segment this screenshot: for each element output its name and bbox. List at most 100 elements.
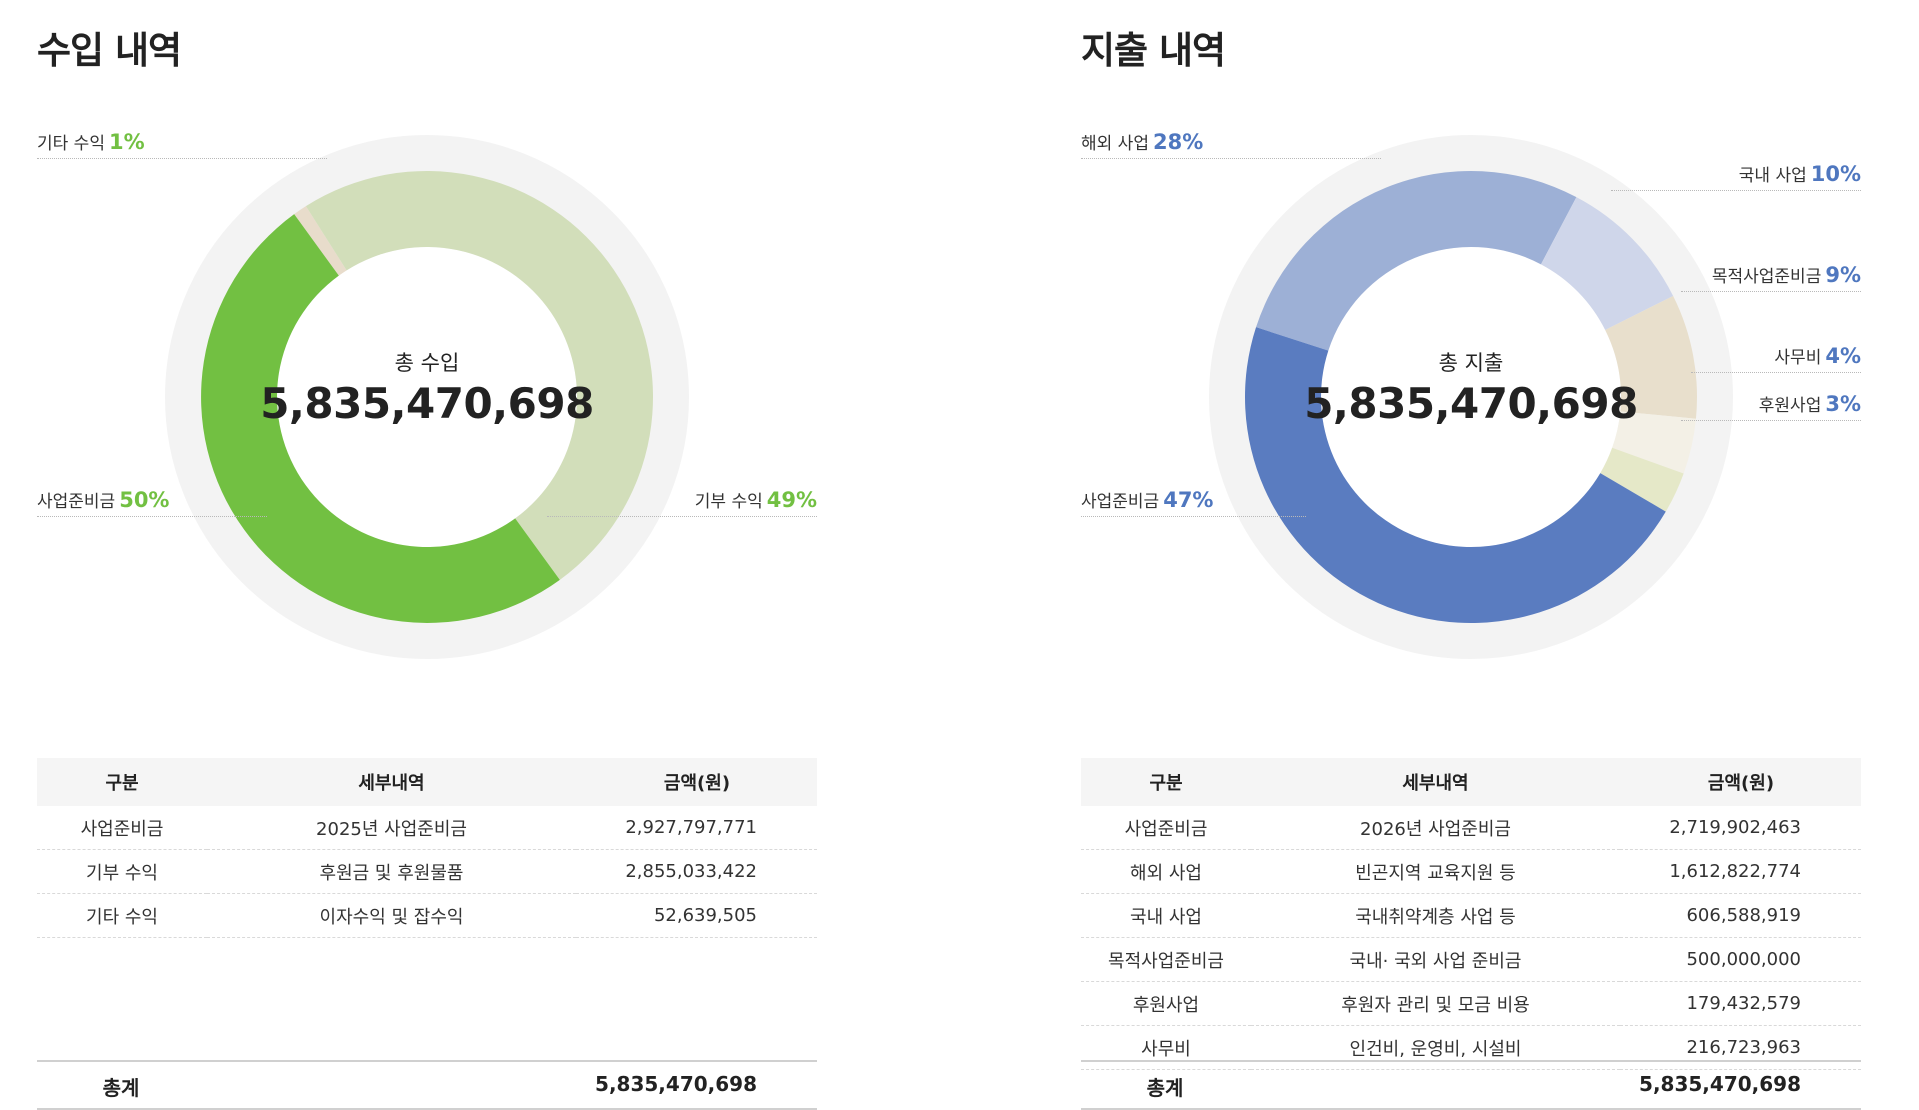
table-row: 사업준비금 2025년 사업준비금 2,927,797,771 [37, 806, 817, 850]
expense-row-3-detail: 국내· 국외 사업 준비금 [1251, 937, 1620, 982]
expense-row-2-detail: 국내취약계층 사업 등 [1251, 893, 1620, 938]
expense-slice-3 [1612, 411, 1696, 474]
expense-callout-sponsor: 후원사업 3% [1681, 392, 1861, 421]
expense-donut-hole [1336, 262, 1606, 532]
expense-th-category: 구분 [1081, 758, 1251, 806]
expense-th-detail: 세부내역 [1251, 758, 1620, 806]
expense-row-3-amount: 500,000,000 [1620, 937, 1861, 982]
expense-callout-purpose-reserve: 목적사업준비금 9% [1681, 263, 1861, 292]
expense-callout-office: 사무비 4% [1691, 344, 1861, 373]
expense-slice-4 [1600, 447, 1684, 512]
expense-row-0-amount: 2,719,902,463 [1620, 806, 1861, 850]
table-row: 해외 사업 빈곤지역 교육지원 등 1,612,822,774 [1081, 849, 1861, 894]
income-row-2-detail: 이자수익 및 잡수익 [207, 893, 576, 938]
income-table-header: 구분 세부내역 금액(원) [37, 758, 817, 806]
income-title: 수입 내역 [37, 29, 182, 72]
expense-callout-office-label: 사무비 [1774, 348, 1822, 368]
income-row-0-category: 사업준비금 [37, 806, 207, 850]
income-row-2-category: 기타 수익 [37, 893, 207, 938]
expense-center-value: 5,835,470,698 [1304, 379, 1638, 428]
income-slice-0 [294, 206, 347, 276]
expense-callout-domestic: 국내 사업 10% [1611, 162, 1861, 191]
income-center-label: 총 수입 [394, 351, 460, 375]
income-center-value: 5,835,470,698 [260, 379, 594, 428]
income-table: 구분 세부내역 금액(원) 사업준비금 2025년 사업준비금 2,927,79… [37, 758, 817, 938]
expense-row-2-amount: 606,588,919 [1620, 893, 1861, 938]
expense-row-5-detail: 인건비, 운영비, 시설비 [1251, 1025, 1620, 1070]
expense-callout-overseas-pct: 28% [1152, 130, 1204, 154]
income-callout-other: 기타 수익 1% [37, 130, 327, 159]
income-row-1-detail: 후원금 및 후원물품 [207, 849, 576, 894]
expense-th-amount: 금액(원) [1620, 758, 1861, 806]
income-th-detail: 세부내역 [207, 758, 576, 806]
income-row-0-amount: 2,927,797,771 [576, 806, 817, 850]
expense-table-header: 구분 세부내역 금액(원) [1081, 758, 1861, 806]
expense-title: 지출 내역 [1081, 29, 1226, 72]
expense-row-1-detail: 빈곤지역 교육지원 등 [1251, 849, 1620, 894]
expense-slice-2 [1605, 295, 1697, 419]
expense-row-3-category: 목적사업준비금 [1081, 937, 1251, 982]
income-total-row: 총계 5,835,470,698 [37, 1060, 817, 1110]
expense-callout-domestic-label: 국내 사업 [1738, 166, 1807, 186]
income-slice-1 [305, 171, 653, 580]
expense-callout-purpose-reserve-pct: 9% [1825, 263, 1861, 287]
expense-callout-reserve-label: 사업준비금 [1081, 492, 1160, 512]
income-th-amount: 금액(원) [576, 758, 817, 806]
expense-row-0-category: 사업준비금 [1081, 806, 1251, 850]
expense-total-label: 총계 [1146, 1076, 1184, 1100]
income-callout-donation-pct: 49% [766, 488, 817, 512]
income-donut-svg [165, 135, 689, 659]
expense-callout-domestic-pct: 10% [1810, 162, 1861, 186]
income-callout-reserve-label: 사업준비금 [37, 492, 116, 512]
income-total-value: 5,835,470,698 [595, 1072, 757, 1096]
expense-slice-0 [1256, 171, 1577, 351]
expense-row-0-detail: 2026년 사업준비금 [1251, 806, 1620, 850]
expense-center: 총 지출 5,835,470,698 [1291, 347, 1651, 428]
income-total-label: 총계 [102, 1076, 140, 1100]
table-row: 후원사업 후원자 관리 및 모금 비용 179,432,579 [1081, 981, 1861, 1026]
expense-row-5-amount: 216,723,963 [1620, 1025, 1861, 1070]
expense-row-1-amount: 1,612,822,774 [1620, 849, 1861, 894]
expense-row-4-amount: 179,432,579 [1620, 981, 1861, 1026]
expense-row-4-category: 후원사업 [1081, 981, 1251, 1026]
income-row-1-category: 기부 수익 [37, 849, 207, 894]
income-panel: 수입 내역 기타 수익 1% 사업준비금 50% 기부 수익 49% 총 수입 5,8… [37, 0, 817, 1110]
table-row: 기타 수익 이자수익 및 잡수익 52,639,505 [37, 893, 817, 938]
expense-callout-reserve-pct: 47% [1163, 488, 1214, 512]
expense-row-1-category: 해외 사업 [1081, 849, 1251, 894]
table-row: 사무비 인건비, 운영비, 시설비 216,723,963 [1081, 1025, 1861, 1070]
income-callout-other-pct: 1% [108, 130, 145, 154]
expense-panel: 지출 내역 해외 사업 28% 국내 사업 10% 목적사업준비금 9% 사무비 4% … [1081, 0, 1861, 1110]
expense-callout-sponsor-pct: 3% [1825, 392, 1861, 416]
expense-total-value: 5,835,470,698 [1639, 1072, 1801, 1096]
income-slice-2 [201, 214, 560, 623]
expense-callout-sponsor-label: 후원사업 [1758, 396, 1822, 416]
expense-callout-overseas: 해외 사업 28% [1081, 130, 1381, 159]
expense-callout-overseas-label: 해외 사업 [1081, 134, 1149, 154]
income-callout-donation: 기부 수익 49% [547, 488, 817, 517]
income-row-1-amount: 2,855,033,422 [576, 849, 817, 894]
income-th-category: 구분 [37, 758, 207, 806]
income-center: 총 수입 5,835,470,698 [247, 347, 607, 428]
expense-callout-purpose-reserve-label: 목적사업준비금 [1711, 267, 1822, 287]
income-donut-hole [292, 262, 562, 532]
expense-slice-5 [1245, 327, 1666, 623]
expense-row-2-category: 국내 사업 [1081, 893, 1251, 938]
income-row-0-detail: 2025년 사업준비금 [207, 806, 576, 850]
income-row-2-amount: 52,639,505 [576, 893, 817, 938]
expense-row-4-detail: 후원자 관리 및 모금 비용 [1251, 981, 1620, 1026]
expense-row-5-category: 사무비 [1081, 1025, 1251, 1070]
expense-donut-chart: 해외 사업 28% 국내 사업 10% 목적사업준비금 9% 사무비 4% 후원사업 3%… [1081, 110, 1861, 670]
expense-callout-reserve: 사업준비금 47% [1081, 488, 1306, 517]
expense-slice-1 [1540, 197, 1674, 330]
income-callout-other-label: 기타 수익 [37, 134, 105, 154]
table-row: 사업준비금 2026년 사업준비금 2,719,902,463 [1081, 806, 1861, 850]
expense-donut-svg [1209, 135, 1733, 659]
income-callout-reserve-pct: 50% [119, 488, 170, 512]
income-callout-donation-label: 기부 수익 [694, 492, 763, 512]
expense-total-row: 총계 5,835,470,698 [1081, 1060, 1861, 1110]
table-row: 기부 수익 후원금 및 후원물품 2,855,033,422 [37, 849, 817, 894]
income-donut-chart: 기타 수익 1% 사업준비금 50% 기부 수익 49% 총 수입 5,835,470… [37, 110, 817, 670]
expense-center-label: 총 지출 [1438, 351, 1504, 375]
income-callout-reserve: 사업준비금 50% [37, 488, 267, 517]
